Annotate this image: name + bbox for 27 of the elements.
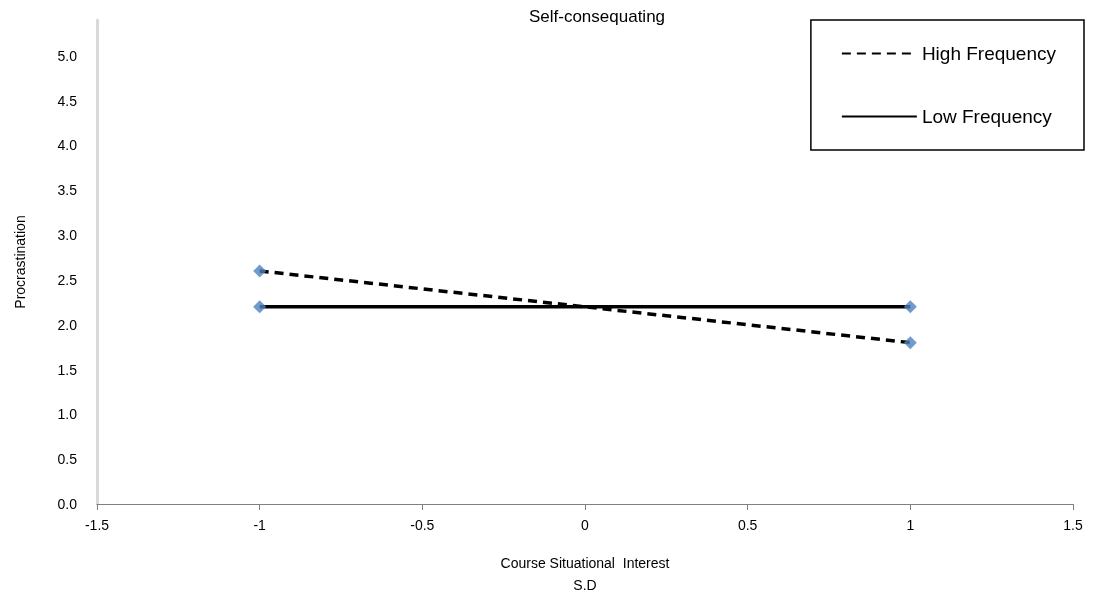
x-tick-label: 1	[906, 517, 915, 533]
x-tick-label: -1.5	[84, 517, 110, 533]
y-tick-label: 2.5	[57, 271, 78, 288]
y-tick-label: 5.0	[57, 47, 78, 64]
x-tick-label: 0.5	[737, 517, 758, 533]
y-axis-title: Procrastination	[12, 215, 28, 309]
x-axis-title: Course Situational Interest S.D	[500, 555, 670, 593]
legend-label: High Frequency	[921, 43, 1057, 64]
x-tick-label: 0	[581, 517, 590, 533]
chart-title: Self-consequating	[528, 7, 666, 26]
y-tick-label: 3.0	[57, 227, 78, 244]
y-tick-label: 3.5	[57, 182, 78, 199]
y-tick-label: 1.5	[57, 361, 78, 378]
y-tick-label: 2.0	[57, 316, 78, 333]
point	[903, 300, 917, 314]
x-tick-label: -0.5	[410, 517, 435, 533]
legend-label: Low Frequency	[921, 106, 1053, 127]
y-tick-label: 4.5	[57, 92, 78, 109]
x-tick-label: 1.5	[1063, 517, 1083, 533]
x-tick-label: -1	[253, 517, 267, 533]
point	[253, 300, 267, 314]
point	[253, 264, 267, 278]
y-tick-label: 4.0	[57, 137, 78, 154]
point	[903, 336, 917, 350]
y-tick-label: 0.5	[57, 451, 78, 468]
y-tick-label: 0.0	[57, 496, 78, 512]
y-tick-label: 1.0	[57, 406, 78, 423]
